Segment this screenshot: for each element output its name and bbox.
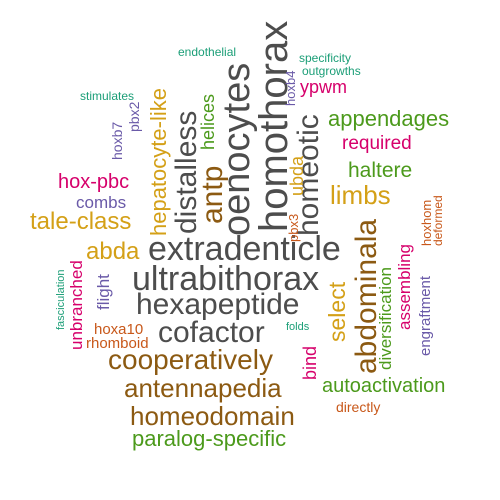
word-abda: abda (86, 238, 140, 265)
word-flight: flight (94, 274, 113, 310)
word-hepatocyte-like: hepatocyte-like (146, 88, 171, 236)
word-homeodomain: homeodomain (130, 401, 295, 431)
word-appendages: appendages (328, 106, 450, 131)
word-directly: directly (336, 399, 381, 415)
word-fasciculation: fasciculation (55, 269, 67, 330)
word-hoxb7: hoxb7 (109, 121, 125, 160)
word-hoxb4: hoxb4 (283, 70, 298, 106)
word-outgrowths: outgrowths (302, 64, 361, 78)
word-antp: antp (196, 165, 229, 224)
word-combs: combs (76, 193, 127, 212)
word-assembling: assembling (395, 244, 414, 330)
word-hox-pbc: hox-pbc (58, 171, 130, 193)
word-ubda: ubda (287, 155, 307, 196)
word-cofactor: cofactor (158, 316, 265, 349)
word-ultrabithorax: ultrabithorax (132, 260, 320, 298)
word-ypwm: ypwm (300, 77, 348, 97)
word-hexapeptide: hexapeptide (136, 288, 300, 321)
word-limbs: limbs (330, 180, 391, 210)
word-diversification: diversification (376, 267, 395, 370)
word-specificity: specificity (299, 51, 352, 65)
word-required: required (342, 133, 412, 154)
word-antennapedia: antennapedia (124, 373, 282, 403)
word-homothorax: homothorax (252, 20, 296, 232)
word-select: select (324, 281, 350, 342)
word-pbx2: pbx2 (126, 101, 142, 132)
word-cooperatively: cooperatively (108, 344, 273, 375)
word-pbx3: pbx3 (286, 213, 301, 242)
word-bind: bind (300, 345, 320, 380)
word-endothelial: endothelial (178, 45, 237, 59)
word-hoxa10: hoxa10 (94, 321, 144, 338)
word-paralog-specific: paralog-specific (132, 426, 287, 451)
word-deformed: deformed (431, 195, 445, 246)
word-autoactivation: autoactivation (322, 375, 446, 397)
word-rhomboid: rhomboid (86, 335, 149, 352)
word-folds: folds (286, 321, 310, 333)
word-unbranched: unbranched (67, 260, 86, 350)
word-stimulates: stimulates (80, 89, 135, 103)
word-extradenticle: extradenticle (148, 230, 341, 268)
word-haltere: haltere (348, 159, 413, 182)
word-helices: helices (198, 93, 218, 150)
word-tale-class: tale-class (30, 208, 132, 235)
word-engraftment: engraftment (417, 275, 434, 356)
